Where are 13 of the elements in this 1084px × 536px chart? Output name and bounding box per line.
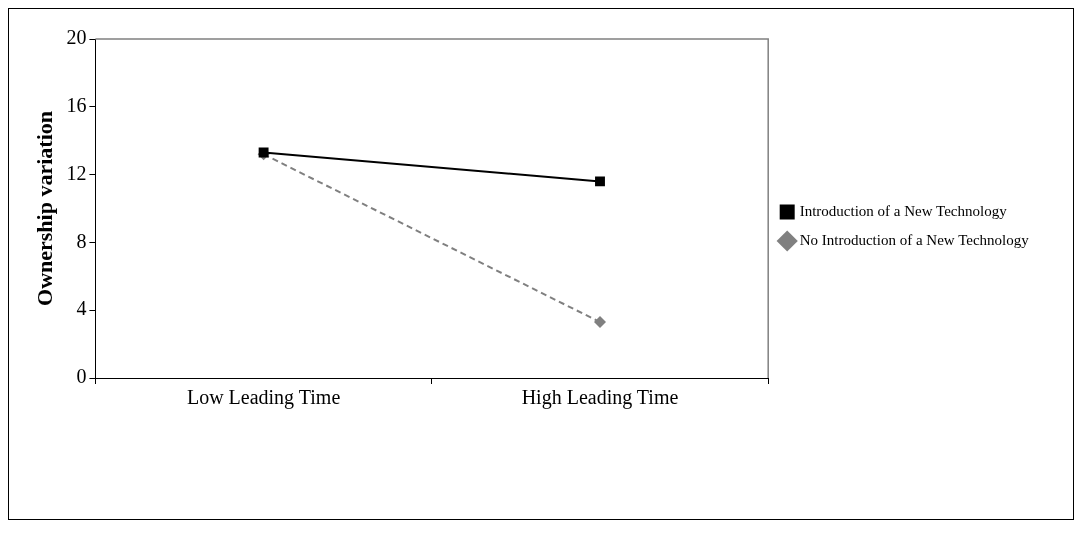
point: [595, 176, 605, 187]
x-tick-label: Low Leading Time: [186, 386, 341, 410]
x-tick-label: High Leading Time: [521, 386, 679, 410]
y-tick-label: 20: [66, 26, 87, 49]
y-tick-label: 16: [66, 94, 87, 117]
legend-label: No Introduction of a New Technology: [799, 231, 1030, 248]
y-tick-label: 0: [76, 365, 87, 388]
legend-label: Introduction of a New Technology: [799, 202, 1008, 219]
y-tick-label: 8: [76, 229, 87, 252]
y-tick-label: 4: [76, 297, 87, 320]
y-axis-title: Ownership variation: [31, 111, 57, 306]
y-tick-label: 12: [66, 161, 87, 184]
point: [594, 316, 606, 329]
